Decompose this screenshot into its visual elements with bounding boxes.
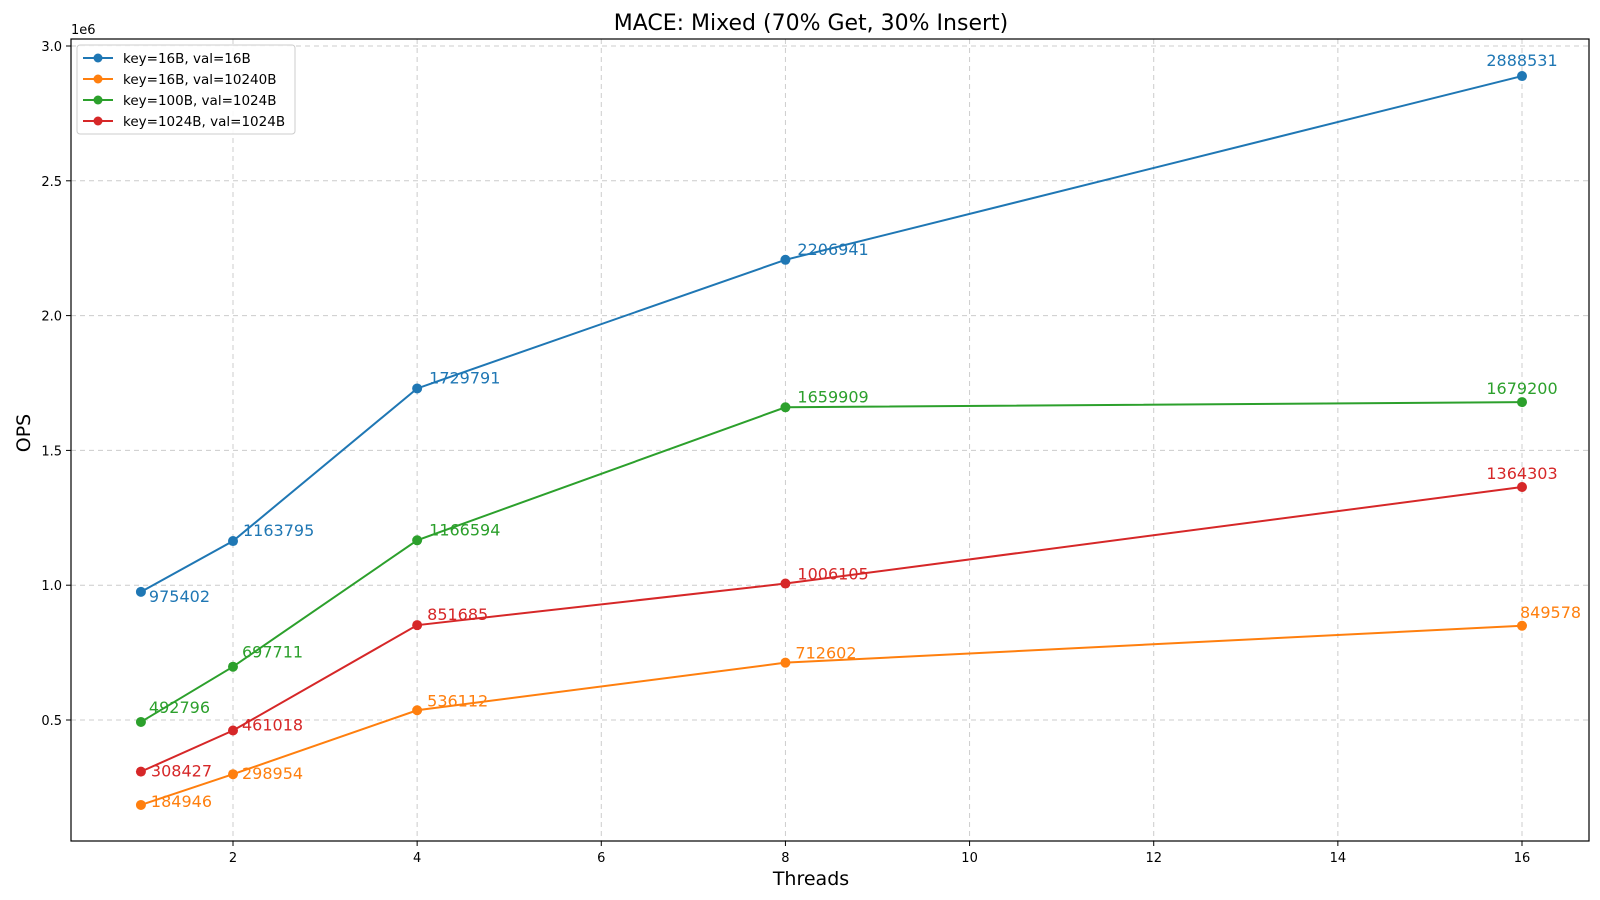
data-label: 1163795 — [243, 521, 314, 540]
data-label: 1679200 — [1486, 379, 1557, 398]
data-point — [228, 769, 238, 780]
plot-area-frame — [70, 38, 1590, 842]
data-label: 712602 — [795, 644, 856, 663]
data-point — [135, 766, 146, 777]
data-label: 697711 — [242, 643, 303, 662]
legend-label: key=1024B, val=1024B — [123, 114, 285, 130]
x-tick-label: 4 — [413, 851, 421, 866]
legend-marker — [93, 53, 103, 63]
data-point — [228, 536, 238, 547]
y-tick-label: 2.0 — [41, 310, 62, 325]
data-label: 1006105 — [797, 565, 868, 584]
data-label: 308427 — [151, 762, 212, 781]
legend-marker — [93, 95, 103, 105]
data-point — [135, 799, 146, 810]
chart-title: MACE: Mixed (70% Get, 30% Insert) — [614, 11, 1009, 36]
x-tick-label: 6 — [597, 851, 605, 866]
data-point — [780, 402, 791, 413]
x-tick-label: 2 — [229, 851, 237, 866]
legend-box — [76, 44, 296, 135]
legend-label: key=16B, val=16B — [123, 51, 251, 67]
data-label: 975402 — [149, 587, 210, 606]
data-label: 1659909 — [797, 387, 868, 406]
data-point — [1517, 71, 1527, 82]
y-axis-label: OPS — [13, 414, 35, 452]
y-tick-label: 1.5 — [41, 444, 62, 459]
series-lines — [140, 75, 1523, 806]
x-tick-label: 8 — [781, 851, 789, 866]
data-label: 184946 — [151, 792, 212, 811]
data-label: 492796 — [149, 698, 210, 717]
data-point — [228, 661, 238, 672]
data-point — [228, 725, 238, 736]
data-point — [412, 535, 423, 546]
y-tick-label: 3.0 — [41, 40, 62, 55]
data-point — [412, 620, 423, 631]
legend: key=16B, val=16B key=16B, val=10240B key=1… — [76, 44, 296, 135]
data-point — [780, 578, 791, 589]
grid-lines — [71, 39, 1589, 841]
data-label: 1364303 — [1486, 464, 1557, 483]
data-point — [135, 716, 146, 727]
series-line — [140, 485, 1523, 773]
x-axis-ticks: 2 4 6 8 10 12 14 16 — [229, 841, 1530, 866]
x-axis-label: Threads — [772, 868, 849, 890]
data-labels: 975402 1163795 1729791 2206941 2888531 184946… — [149, 51, 1581, 811]
data-point — [412, 383, 423, 394]
legend-label: key=16B, val=10240B — [123, 72, 277, 88]
y-axis-ticks: 0.5 1.0 1.5 2.0 2.5 3.0 — [41, 40, 71, 729]
legend-marker — [93, 116, 103, 126]
y-axis-offset-label: 1e6 — [71, 23, 96, 38]
data-label: 461018 — [242, 716, 303, 735]
data-point — [1517, 620, 1527, 631]
data-label: 849578 — [1520, 603, 1581, 622]
data-point — [412, 705, 423, 716]
data-point — [1517, 397, 1527, 408]
x-tick-label: 14 — [1330, 851, 1347, 866]
data-label: 851685 — [427, 605, 488, 624]
data-label: 1166594 — [429, 520, 500, 539]
x-tick-label: 16 — [1514, 851, 1531, 866]
data-point — [780, 254, 791, 265]
data-label: 298954 — [242, 764, 303, 783]
data-label: 2206941 — [797, 240, 868, 259]
data-label: 1729791 — [429, 368, 500, 387]
x-tick-label: 10 — [961, 851, 978, 866]
legend-label: key=100B, val=1024B — [123, 93, 277, 109]
data-point — [135, 586, 146, 597]
data-point — [1517, 481, 1527, 492]
data-label: 2888531 — [1486, 51, 1557, 70]
y-tick-label: 1.0 — [41, 579, 62, 594]
legend-marker — [93, 74, 103, 84]
data-points — [135, 71, 1527, 810]
x-tick-label: 12 — [1145, 851, 1162, 866]
data-label: 536112 — [427, 691, 488, 710]
y-tick-label: 2.5 — [41, 175, 62, 190]
y-tick-label: 0.5 — [41, 714, 62, 729]
data-point — [780, 657, 791, 668]
